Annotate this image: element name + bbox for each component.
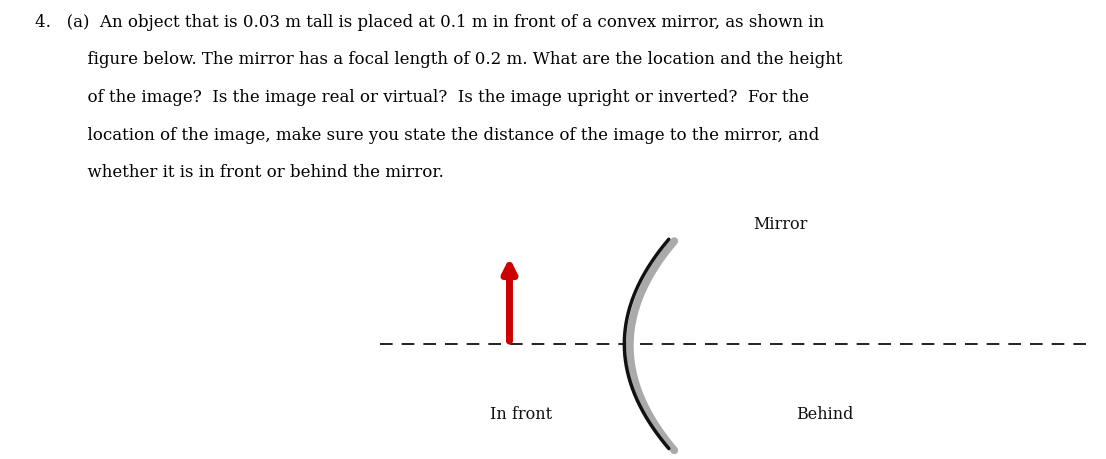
Text: whether it is in front or behind the mirror.: whether it is in front or behind the mir… — [35, 164, 445, 181]
Text: In front: In front — [490, 406, 552, 423]
Text: location of the image, make sure you state the distance of the image to the mirr: location of the image, make sure you sta… — [35, 127, 820, 144]
Text: 4.   (a)  An object that is 0.03 m tall is placed at 0.1 m in front of a convex : 4. (a) An object that is 0.03 m tall is … — [35, 14, 824, 31]
Text: Mirror: Mirror — [753, 216, 807, 233]
Text: Behind: Behind — [795, 406, 853, 423]
Text: figure below. The mirror has a focal length of 0.2 m. What are the location and : figure below. The mirror has a focal len… — [35, 51, 843, 68]
Text: of the image?  Is the image real or virtual?  Is the image upright or inverted? : of the image? Is the image real or virtu… — [35, 89, 810, 106]
